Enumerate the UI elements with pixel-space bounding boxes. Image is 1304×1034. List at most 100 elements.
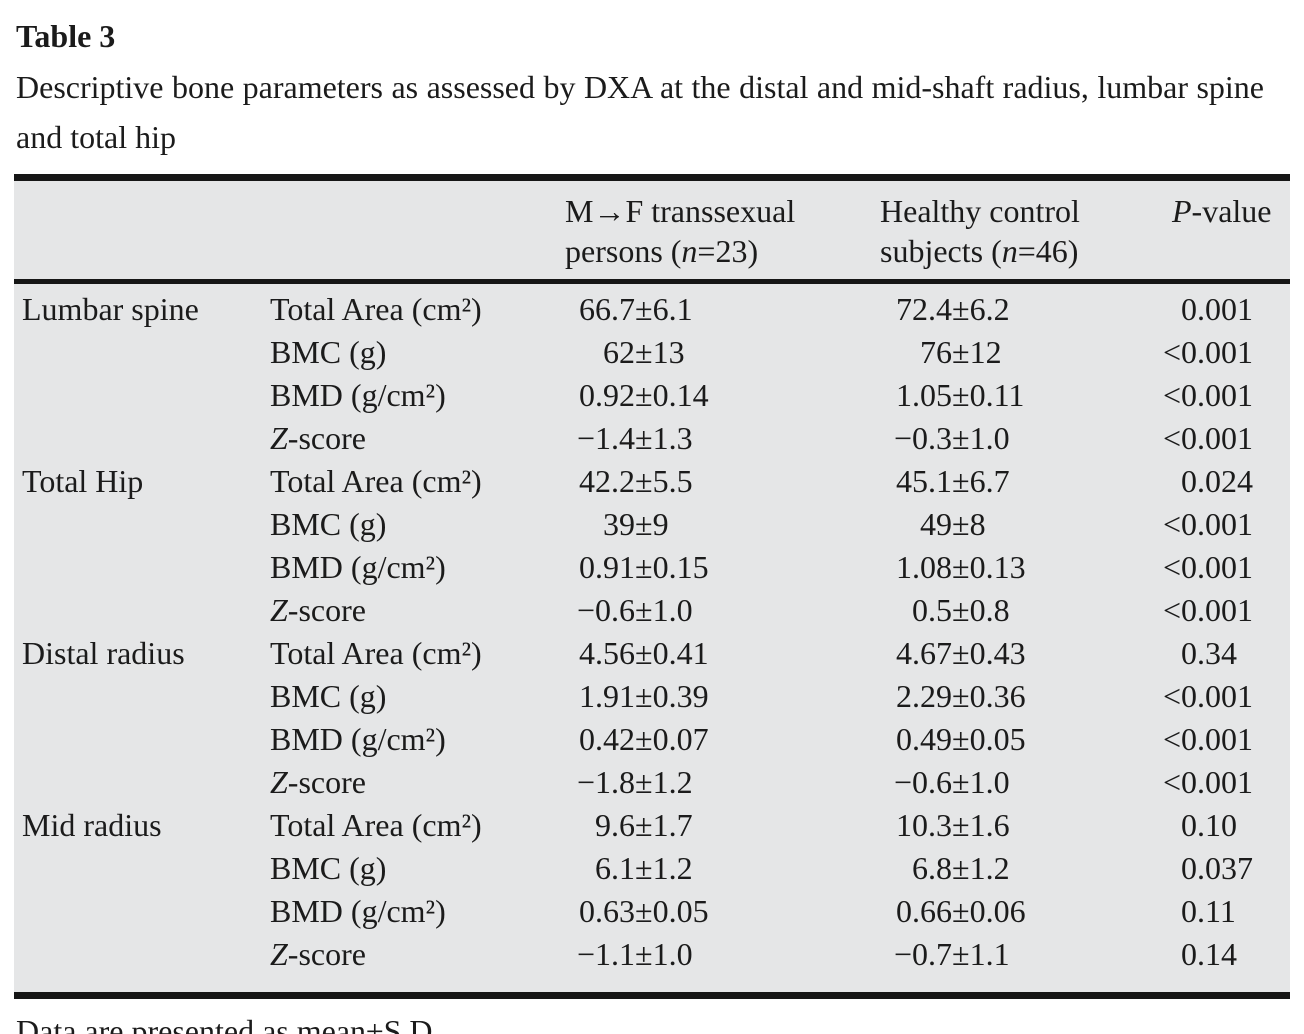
region-cell (20, 546, 270, 589)
parameter-cell: BMD (g/cm²) (270, 549, 446, 585)
control-value-cell: 76±12 (920, 334, 1002, 370)
region-cell (20, 675, 270, 718)
table-row: Z-score −1.8±1.2 −0.6±1.0 <0.001 (20, 761, 1284, 804)
table-row: Lumbar spine Total Area (cm²) 66.7±6.1 7… (20, 288, 1284, 331)
control-value-cell: 1.05±0.11 (896, 377, 1025, 413)
header-control-group: Healthy control subjects (n=46) (880, 191, 1160, 271)
header-group1-line1: M→F transsexual (565, 193, 796, 229)
table-row: BMC (g) 62±13 76±12 <0.001 (20, 331, 1284, 374)
control-value-cell: −0.7±1.1 (893, 936, 1010, 972)
pvalue-cell: 0.14 (1181, 936, 1237, 972)
region-cell (20, 847, 270, 890)
region-cell: Lumbar spine (22, 291, 199, 327)
pvalue-cell: 0.001 (1181, 291, 1253, 327)
table-body: Lumbar spine Total Area (cm²) 66.7±6.1 7… (14, 284, 1290, 992)
table-caption: Descriptive bone parameters as assessed … (16, 69, 1264, 155)
table-number-title: Table 3 (16, 18, 116, 54)
control-value-cell: 10.3±1.6 (896, 807, 1010, 843)
header-group2-n-symbol: n (1001, 233, 1018, 269)
table-row: BMC (g) 1.91±0.39 2.29±0.36 <0.001 (20, 675, 1284, 718)
control-value-cell: −0.3±1.0 (893, 420, 1010, 456)
transsexual-value-cell: 0.91±0.15 (579, 549, 709, 585)
header-region-column (20, 191, 270, 271)
header-parameter-column (270, 191, 565, 271)
pvalue-cell: <0.001 (1162, 549, 1253, 585)
table-row: Z-score −1.4±1.3 −0.3±1.0 <0.001 (20, 417, 1284, 460)
control-value-cell: 2.29±0.36 (896, 678, 1026, 714)
parameter-cell: Z-score (270, 936, 366, 972)
header-group2-line2-suffix: =46) (1017, 233, 1079, 269)
pvalue-cell: <0.001 (1162, 721, 1253, 757)
pvalue-cell: 0.024 (1181, 463, 1253, 499)
table-footnote: Data are presented as mean±S.D. (16, 1013, 441, 1034)
region-cell: Mid radius (22, 807, 162, 843)
parameter-cell: Total Area (cm²) (270, 807, 482, 843)
parameter-cell: BMC (g) (270, 678, 387, 714)
table-row: Total Hip Total Area (cm²) 42.2±5.5 45.1… (20, 460, 1284, 503)
region-cell: Distal radius (22, 635, 185, 671)
transsexual-value-cell: 0.92±0.14 (579, 377, 709, 413)
parameter-cell: Z-score (270, 420, 366, 456)
pvalue-cell: <0.001 (1162, 678, 1253, 714)
pvalue-cell: 0.037 (1181, 850, 1253, 886)
pvalue-cell: <0.001 (1162, 764, 1253, 800)
region-cell (20, 589, 270, 632)
control-value-cell: −0.6±1.0 (893, 764, 1010, 800)
header-pvalue-column: P-value (1160, 191, 1284, 271)
table-row: BMD (g/cm²) 0.42±0.07 0.49±0.05 <0.001 (20, 718, 1284, 761)
transsexual-value-cell: −1.8±1.2 (576, 764, 693, 800)
transsexual-value-cell: 62±13 (603, 334, 685, 370)
transsexual-value-cell: −1.1±1.0 (576, 936, 693, 972)
control-value-cell: 0.66±0.06 (896, 893, 1026, 929)
region-cell: Total Hip (22, 463, 144, 499)
data-table: M→F transsexual persons (n=23) Healthy c… (14, 174, 1290, 999)
transsexual-value-cell: 4.56±0.41 (579, 635, 709, 671)
header-group1-line2-suffix: =23) (697, 233, 759, 269)
pvalue-cell: <0.001 (1162, 506, 1253, 542)
transsexual-value-cell: 0.42±0.07 (579, 721, 709, 757)
pvalue-cell: <0.001 (1162, 334, 1253, 370)
region-cell (20, 761, 270, 804)
region-cell (20, 718, 270, 761)
pvalue-cell: 0.34 (1181, 635, 1237, 671)
transsexual-value-cell: 1.91±0.39 (579, 678, 709, 714)
pvalue-cell: <0.001 (1162, 420, 1253, 456)
transsexual-value-cell: 0.63±0.05 (579, 893, 709, 929)
parameter-cell: BMD (g/cm²) (270, 721, 446, 757)
region-cell (20, 374, 270, 417)
transsexual-value-cell: −0.6±1.0 (576, 592, 693, 628)
header-group2-line2-prefix: subjects ( (880, 233, 1002, 269)
transsexual-value-cell: 66.7±6.1 (579, 291, 693, 327)
table-row: Distal radius Total Area (cm²) 4.56±0.41… (20, 632, 1284, 675)
pvalue-cell: <0.001 (1162, 377, 1253, 413)
control-value-cell: 0.5±0.8 (912, 592, 1010, 628)
pvalue-cell: <0.001 (1162, 592, 1253, 628)
control-value-cell: 0.49±0.05 (896, 721, 1026, 757)
table-row: BMD (g/cm²) 0.91±0.15 1.08±0.13 <0.001 (20, 546, 1284, 589)
parameter-cell: Total Area (cm²) (270, 291, 482, 327)
region-cell (20, 933, 270, 976)
control-value-cell: 6.8±1.2 (912, 850, 1010, 886)
header-group2-line1: Healthy control (880, 193, 1080, 229)
parameter-cell: Z-score (270, 592, 366, 628)
transsexual-value-cell: 6.1±1.2 (595, 850, 693, 886)
table-row: BMC (g) 39±9 49±8 <0.001 (20, 503, 1284, 546)
header-transsexual-group: M→F transsexual persons (n=23) (565, 191, 880, 271)
table-row: BMD (g/cm²) 0.92±0.14 1.05±0.11 <0.001 (20, 374, 1284, 417)
table-row: BMC (g) 6.1±1.2 6.8±1.2 0.037 (20, 847, 1284, 890)
parameter-cell: BMC (g) (270, 334, 387, 370)
region-cell (20, 331, 270, 374)
transsexual-value-cell: 42.2±5.5 (579, 463, 693, 499)
parameter-cell: Total Area (cm²) (270, 635, 482, 671)
control-value-cell: 45.1±6.7 (896, 463, 1010, 499)
control-value-cell: 49±8 (920, 506, 986, 542)
header-group1-line2-prefix: persons ( (565, 233, 682, 269)
parameter-cell: BMC (g) (270, 506, 387, 542)
transsexual-value-cell: 39±9 (603, 506, 669, 542)
control-value-cell: 4.67±0.43 (896, 635, 1026, 671)
control-value-cell: 72.4±6.2 (896, 291, 1010, 327)
region-cell (20, 890, 270, 933)
transsexual-value-cell: −1.4±1.3 (576, 420, 693, 456)
parameter-cell: BMD (g/cm²) (270, 893, 446, 929)
table-header-row: M→F transsexual persons (n=23) Healthy c… (14, 181, 1290, 284)
